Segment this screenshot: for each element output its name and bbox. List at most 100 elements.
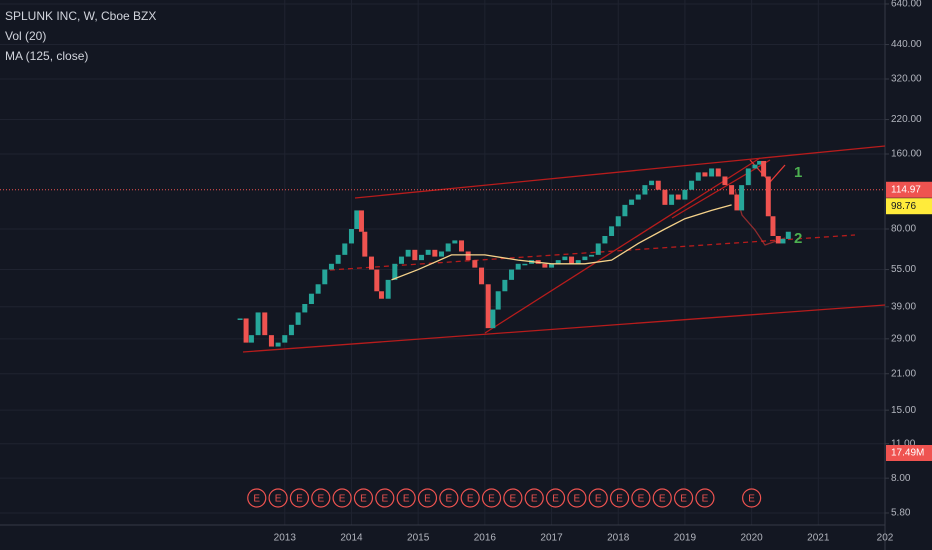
candle <box>682 189 688 200</box>
earnings-marker <box>289 488 310 508</box>
candle <box>709 168 715 177</box>
price-label-box <box>886 181 932 198</box>
x-tick-label: 202 <box>877 533 894 544</box>
x-tick-label: 2020 <box>740 533 763 544</box>
candle <box>295 312 301 325</box>
earnings-marker <box>375 488 395 508</box>
candle <box>780 238 786 244</box>
candle <box>479 267 485 285</box>
moving-average <box>391 204 732 281</box>
earnings-label: E <box>748 494 755 505</box>
earnings-marker <box>247 488 267 508</box>
earnings-label: E <box>360 494 367 505</box>
candle <box>555 260 561 264</box>
candle <box>358 210 364 232</box>
candle <box>757 160 763 165</box>
x-tick-label: 2013 <box>274 533 297 544</box>
earnings-label: E <box>638 494 645 505</box>
grid <box>0 0 886 525</box>
y-tick-label: 15.00 <box>891 405 916 416</box>
y-tick-label: 220.00 <box>891 114 922 125</box>
candle <box>615 216 621 227</box>
earnings-marker <box>353 488 374 508</box>
earnings-marker <box>524 488 544 508</box>
y-tick-label: 160.00 <box>891 149 922 160</box>
trendline <box>329 234 856 271</box>
earnings-label: E <box>680 494 687 505</box>
chart-title: SPLUNK INC, W, Cboe BZX <box>5 9 156 23</box>
candle <box>562 256 568 261</box>
candle <box>522 263 528 266</box>
candle <box>509 269 515 280</box>
price-label: 98.76 <box>891 201 916 212</box>
candle <box>515 263 521 270</box>
earnings-label: E <box>445 494 452 505</box>
candle <box>288 324 294 336</box>
indicator-label: Vol (20) <box>5 29 46 43</box>
candle <box>452 240 458 244</box>
indicator-label: MA (125, close) <box>5 49 88 63</box>
candle <box>549 263 555 268</box>
earnings-marker <box>673 488 694 508</box>
candle <box>609 226 615 236</box>
candle <box>765 176 771 217</box>
candle <box>335 254 341 264</box>
candle <box>328 263 334 270</box>
trendline <box>484 157 761 334</box>
candle <box>589 254 595 257</box>
candle <box>722 176 728 186</box>
candle <box>268 335 274 347</box>
earnings-marker <box>311 488 331 508</box>
candle <box>669 194 675 205</box>
earnings-label: E <box>531 494 538 505</box>
candle <box>542 263 548 268</box>
earnings-label: E <box>616 494 623 505</box>
x-tick-label: 2021 <box>807 533 830 544</box>
earnings-marker <box>545 488 566 508</box>
candle <box>398 256 404 264</box>
candle <box>472 260 478 268</box>
volume-label-box <box>886 445 932 461</box>
candle <box>465 251 471 261</box>
earnings-label: E <box>317 494 324 505</box>
earnings-label: E <box>595 494 602 505</box>
earnings-marker <box>268 488 288 508</box>
earnings-label: E <box>659 494 666 505</box>
earnings-label: E <box>339 494 346 505</box>
candle <box>412 249 418 261</box>
earnings-marker <box>567 488 587 508</box>
candle <box>752 164 758 169</box>
earnings-marker <box>396 488 416 508</box>
earnings-marker <box>332 488 352 508</box>
candle <box>354 210 360 230</box>
earnings-label: E <box>467 494 474 505</box>
candle <box>362 231 368 257</box>
candle <box>432 249 438 257</box>
earnings-marker <box>631 488 651 508</box>
y-tick-label: 640.00 <box>891 0 922 10</box>
candle <box>248 335 254 343</box>
candle <box>662 189 668 205</box>
candle <box>322 269 328 285</box>
earnings-label: E <box>381 494 388 505</box>
candle <box>495 291 501 310</box>
candle <box>582 256 588 261</box>
candle <box>425 249 431 255</box>
x-tick-label: 2019 <box>674 533 697 544</box>
candle <box>761 160 767 177</box>
candle <box>729 185 735 195</box>
earnings-marker <box>481 488 502 508</box>
earnings-label: E <box>510 494 517 505</box>
candle <box>635 194 641 200</box>
volume-label: 17.49M <box>891 448 924 459</box>
price-label: 114.97 <box>891 184 921 195</box>
candle <box>629 199 635 205</box>
candle <box>702 172 708 177</box>
candle <box>392 263 398 280</box>
candle <box>655 180 661 190</box>
earnings-label: E <box>403 494 410 505</box>
earnings-label: E <box>702 494 709 505</box>
earnings-label: E <box>424 494 431 505</box>
x-tick-label: 2016 <box>474 533 497 544</box>
